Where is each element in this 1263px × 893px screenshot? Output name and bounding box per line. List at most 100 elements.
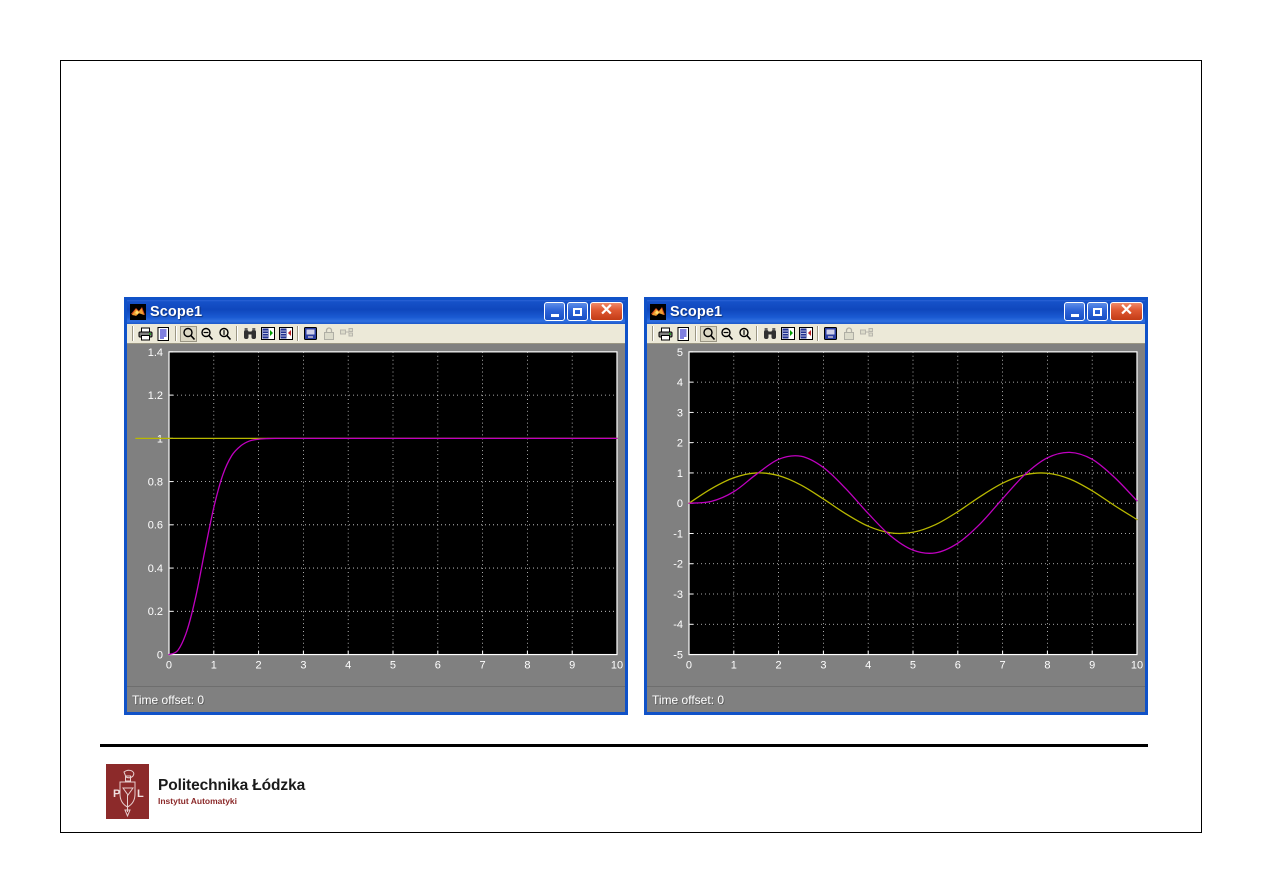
close-button[interactable]: ✕ xyxy=(590,302,623,321)
statusbar-left: Time offset: 0 xyxy=(127,686,625,712)
plot-svg-left: 0 1 2 3 4 5 6 7 8 9 10 0 0.2 0.4 0.6 0.8 1 1.2 1.4 xyxy=(127,344,625,686)
politechnika-lodzka-crest-icon: P L xyxy=(106,764,149,819)
svg-text:3: 3 xyxy=(677,407,683,419)
svg-text:0: 0 xyxy=(166,659,172,671)
scope-body-right: 0 1 2 3 4 5 6 7 8 9 10 -5 -4 -3 -2 -1 0 1 2 3 4 5 Time offset… xyxy=(647,344,1145,712)
plot-area-right[interactable]: 0 1 2 3 4 5 6 7 8 9 10 -5 -4 -3 -2 -1 0 1 2 3 4 5 xyxy=(647,344,1145,686)
svg-text:-4: -4 xyxy=(673,619,683,631)
zoom-y-icon[interactable] xyxy=(736,326,753,342)
toolbar-separator xyxy=(297,326,299,341)
svg-text:4: 4 xyxy=(345,659,351,671)
close-icon: ✕ xyxy=(599,302,614,319)
brand-name: Politechnika Łódzka xyxy=(158,776,306,794)
print-icon[interactable] xyxy=(137,326,154,342)
svg-text:10: 10 xyxy=(1131,659,1143,671)
window-controls-left[interactable]: ✕ xyxy=(544,302,623,321)
minimize-button[interactable] xyxy=(544,302,565,321)
slide-frame: Scope1 ✕ xyxy=(60,60,1202,833)
svg-text:1.4: 1.4 xyxy=(148,347,163,359)
svg-text:-1: -1 xyxy=(673,528,683,540)
matlab-membrane-icon xyxy=(650,304,666,320)
titlebar-left[interactable]: Scope1 ✕ xyxy=(127,300,625,324)
svg-text:2: 2 xyxy=(776,659,782,671)
save-axes-settings-icon[interactable] xyxy=(779,326,796,342)
zoom-x-icon[interactable] xyxy=(718,326,735,342)
matlab-membrane-icon xyxy=(130,304,146,320)
statusbar-right: Time offset: 0 xyxy=(647,686,1145,712)
zoom-xy-icon[interactable] xyxy=(700,325,717,342)
lock-axes-icon[interactable] xyxy=(840,326,857,342)
svg-text:5: 5 xyxy=(677,347,683,359)
maximize-button[interactable] xyxy=(1087,302,1108,321)
toolbar-separator xyxy=(817,326,819,341)
zoom-y-icon[interactable] xyxy=(216,326,233,342)
svg-text:7: 7 xyxy=(480,659,486,671)
toolbar-separator xyxy=(756,326,758,341)
restore-axes-settings-icon[interactable] xyxy=(797,326,814,342)
scope-toolbar-right[interactable] xyxy=(647,324,1145,344)
footer-branding: P L Politechnika Łódzka Instytut Automat… xyxy=(106,764,305,819)
window-title: Scope1 xyxy=(670,304,723,320)
svg-text:7: 7 xyxy=(1000,659,1006,671)
close-button[interactable]: ✕ xyxy=(1110,302,1143,321)
floating-scope-icon[interactable] xyxy=(302,326,319,342)
autoscale-binoculars-icon[interactable] xyxy=(761,326,778,342)
zoom-xy-icon[interactable] xyxy=(180,325,197,342)
signal-selection-icon[interactable] xyxy=(858,326,875,342)
close-icon: ✕ xyxy=(1119,302,1134,319)
svg-text:-2: -2 xyxy=(673,559,683,571)
minimize-button[interactable] xyxy=(1064,302,1085,321)
window-title: Scope1 xyxy=(150,304,203,320)
toolbar-separator xyxy=(175,326,177,341)
toolbar-separator xyxy=(132,326,134,341)
svg-text:2: 2 xyxy=(677,438,683,450)
scope-window-right[interactable]: Scope1 ✕ xyxy=(644,297,1148,715)
print-to-figure-icon[interactable] xyxy=(155,326,172,342)
svg-text:6: 6 xyxy=(435,659,441,671)
svg-text:1: 1 xyxy=(731,659,737,671)
svg-text:-5: -5 xyxy=(673,650,683,662)
footer-divider xyxy=(100,744,1148,747)
svg-text:2: 2 xyxy=(256,659,262,671)
signal-selection-icon[interactable] xyxy=(338,326,355,342)
svg-text:9: 9 xyxy=(1089,659,1095,671)
crest-letter-l: L xyxy=(137,788,144,800)
scope-window-left[interactable]: Scope1 ✕ xyxy=(124,297,628,715)
crest-letter-p: P xyxy=(113,788,120,800)
svg-text:0: 0 xyxy=(157,650,163,662)
svg-text:10: 10 xyxy=(611,659,623,671)
svg-text:6: 6 xyxy=(955,659,961,671)
time-offset-label: Time offset: 0 xyxy=(652,692,725,707)
svg-text:3: 3 xyxy=(300,659,306,671)
zoom-x-icon[interactable] xyxy=(198,326,215,342)
restore-axes-settings-icon[interactable] xyxy=(277,326,294,342)
svg-text:0.8: 0.8 xyxy=(148,477,163,489)
plot-svg-right: 0 1 2 3 4 5 6 7 8 9 10 -5 -4 -3 -2 -1 0 1 2 3 4 5 xyxy=(647,344,1145,686)
toolbar-separator xyxy=(652,326,654,341)
svg-text:8: 8 xyxy=(524,659,530,671)
plot-area-left[interactable]: 0 1 2 3 4 5 6 7 8 9 10 0 0.2 0.4 0.6 0.8 1 1.2 1.4 xyxy=(127,344,625,686)
floating-scope-icon[interactable] xyxy=(822,326,839,342)
autoscale-binoculars-icon[interactable] xyxy=(241,326,258,342)
svg-text:5: 5 xyxy=(390,659,396,671)
svg-text:1: 1 xyxy=(157,433,163,445)
titlebar-right[interactable]: Scope1 ✕ xyxy=(647,300,1145,324)
lock-axes-icon[interactable] xyxy=(320,326,337,342)
svg-text:0.4: 0.4 xyxy=(148,563,163,575)
save-axes-settings-icon[interactable] xyxy=(259,326,276,342)
brand-text-block: Politechnika Łódzka Instytut Automatyki xyxy=(158,777,305,807)
print-to-figure-icon[interactable] xyxy=(675,326,692,342)
svg-text:1: 1 xyxy=(677,468,683,480)
brand-department: Instytut Automatyki xyxy=(158,796,238,807)
svg-text:1: 1 xyxy=(211,659,217,671)
print-icon[interactable] xyxy=(657,326,674,342)
svg-text:4: 4 xyxy=(677,377,683,389)
scope-toolbar-left[interactable] xyxy=(127,324,625,344)
svg-text:0: 0 xyxy=(686,659,692,671)
maximize-button[interactable] xyxy=(567,302,588,321)
window-controls-right[interactable]: ✕ xyxy=(1064,302,1143,321)
svg-text:0: 0 xyxy=(677,498,683,510)
toolbar-separator xyxy=(695,326,697,341)
svg-text:-3: -3 xyxy=(673,589,683,601)
svg-text:0.6: 0.6 xyxy=(148,520,163,532)
